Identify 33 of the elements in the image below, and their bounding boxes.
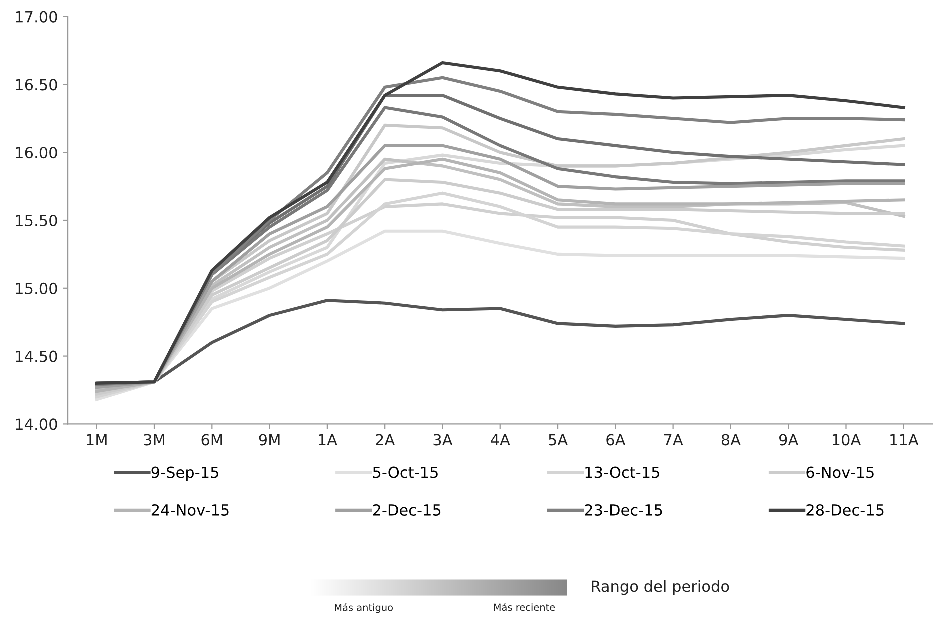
y-tick-label: 14.50 bbox=[16, 350, 58, 362]
y-tick-label: 16.50 bbox=[16, 79, 58, 91]
x-tick-label: 2A bbox=[376, 434, 396, 446]
y-tick-label: 15.00 bbox=[16, 282, 58, 294]
legend-label: 13-Oct-15 bbox=[586, 466, 660, 478]
legend-label: 28-Dec-15 bbox=[806, 504, 884, 516]
x-tick-label: 11A bbox=[890, 434, 919, 446]
y-tick-label: 15.50 bbox=[16, 214, 58, 227]
x-tick-label: 4A bbox=[491, 434, 510, 446]
y-tick-label: 16.00 bbox=[16, 147, 58, 159]
x-tick-label: 6A bbox=[606, 434, 626, 446]
text: Más antiguo bbox=[335, 603, 393, 614]
text: Más reciente bbox=[494, 603, 556, 612]
x-tick-label: 3A bbox=[434, 434, 453, 446]
x-tick-label: 1M bbox=[87, 434, 107, 446]
x-tick-label: 6M bbox=[202, 434, 222, 446]
x-tick-label: 7A bbox=[664, 434, 684, 446]
legend-label: 2-Dec-15 bbox=[373, 504, 441, 516]
x-tick-label: 5A bbox=[549, 434, 568, 446]
x-tick-label: 9M bbox=[259, 434, 280, 446]
legend-label: 6-Nov-15 bbox=[806, 466, 874, 478]
legend-label: 5-Oct-15 bbox=[373, 466, 438, 478]
legend-label: 24-Nov-15 bbox=[152, 504, 229, 516]
x-tick-label: 8A bbox=[722, 434, 741, 446]
x-tick-label: 9A bbox=[779, 434, 799, 446]
legend-label: 23-Dec-15 bbox=[585, 504, 662, 516]
x-tick-label: 10A bbox=[832, 434, 862, 446]
x-tick-label: 3M bbox=[144, 434, 164, 446]
y-tick-label: 14.00 bbox=[16, 418, 58, 430]
legend-label: 9-Sep-15 bbox=[152, 466, 218, 482]
y-tick-label: 17.00 bbox=[16, 11, 58, 23]
text: Rango del periodo bbox=[592, 580, 730, 596]
x-tick-label: 1A bbox=[319, 434, 338, 446]
